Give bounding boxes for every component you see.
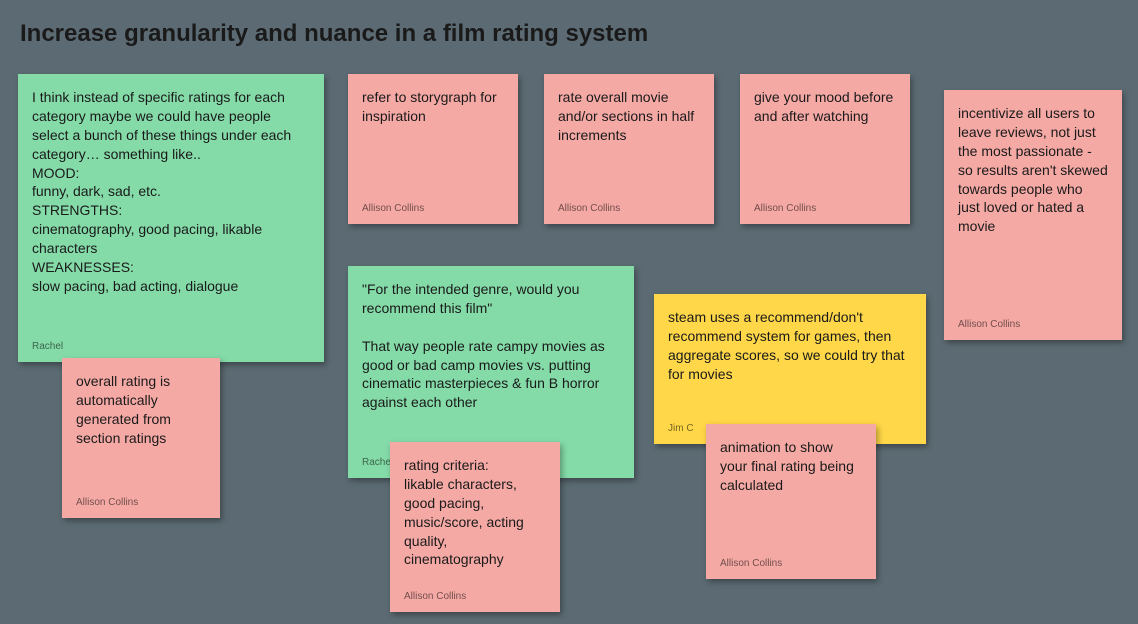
sticky-note[interactable]: incentivize all users to leave reviews, … — [944, 90, 1122, 340]
sticky-note-author: Allison Collins — [404, 591, 546, 602]
sticky-note-text: incentivize all users to leave reviews, … — [958, 104, 1108, 236]
sticky-note-author: Allison Collins — [720, 558, 862, 569]
sticky-note-author: Rachel — [32, 341, 310, 352]
sticky-note-author: Allison Collins — [76, 497, 206, 508]
sticky-note-author: Allison Collins — [362, 203, 504, 214]
sticky-note[interactable]: overall rating is automatically generate… — [62, 358, 220, 518]
sticky-note-author: Allison Collins — [558, 203, 700, 214]
page-title: Increase granularity and nuance in a fil… — [20, 20, 648, 48]
sticky-note[interactable]: rate overall movie and/or sections in ha… — [544, 74, 714, 224]
sticky-note-author: Allison Collins — [754, 203, 896, 214]
sticky-note[interactable]: animation to show your final rating bein… — [706, 424, 876, 579]
sticky-note[interactable]: give your mood before and after watching… — [740, 74, 910, 224]
sticky-note[interactable]: refer to storygraph for inspiration Allis… — [348, 74, 518, 224]
sticky-note-text: overall rating is automatically generate… — [76, 372, 206, 448]
sticky-note-text: "For the intended genre, would you recom… — [362, 280, 620, 412]
sticky-note[interactable]: I think instead of specific ratings for … — [18, 74, 324, 362]
sticky-note-text: rate overall movie and/or sections in ha… — [558, 88, 700, 145]
sticky-note[interactable]: steam uses a recommend/don't recommend s… — [654, 294, 926, 444]
sticky-note-text: give your mood before and after watching — [754, 88, 896, 126]
sticky-note-text: animation to show your final rating bein… — [720, 438, 862, 495]
sticky-note-text: I think instead of specific ratings for … — [32, 88, 310, 296]
sticky-note-author: Allison Collins — [958, 319, 1108, 330]
sticky-note-text: refer to storygraph for inspiration — [362, 88, 504, 126]
sticky-note-text: rating criteria: likable characters, goo… — [404, 456, 546, 569]
sticky-note[interactable]: rating criteria: likable characters, goo… — [390, 442, 560, 612]
sticky-note-text: steam uses a recommend/don't recommend s… — [668, 308, 912, 384]
